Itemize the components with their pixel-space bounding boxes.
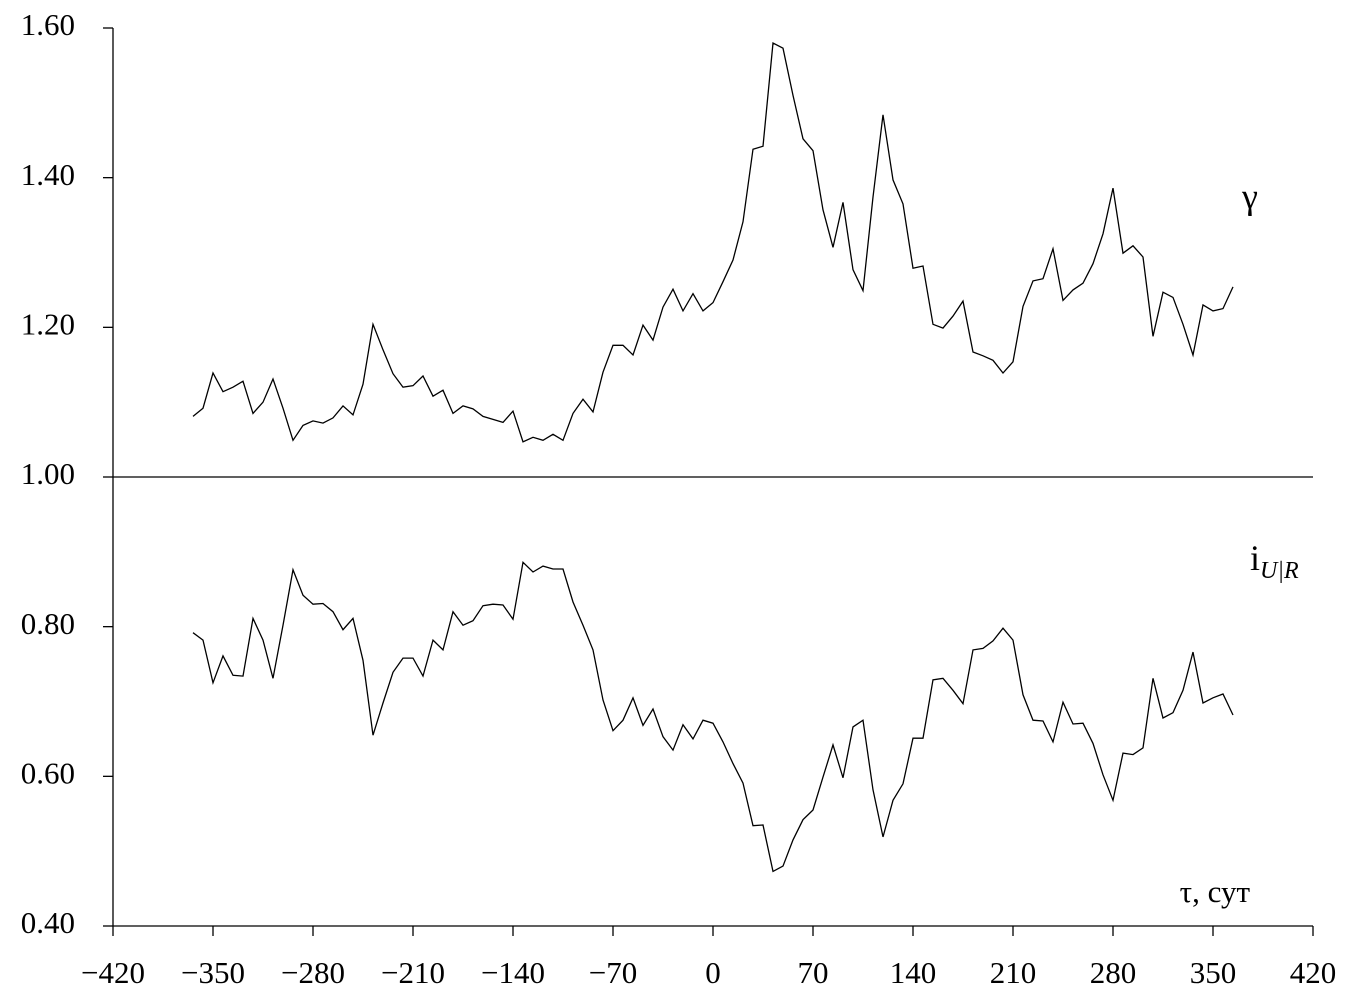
x-tick-label: 350 xyxy=(1190,955,1237,990)
x-tick-label: −70 xyxy=(589,955,637,990)
x-tick-label: −140 xyxy=(481,955,545,990)
y-tick-label: 0.60 xyxy=(21,755,75,790)
y-tick-label: 1.40 xyxy=(21,157,75,192)
x-tick-label: 70 xyxy=(798,955,829,990)
y-tick-label: 1.60 xyxy=(21,7,75,42)
series-label-sub: U|R xyxy=(1260,558,1299,584)
x-axis-label: τ, сут xyxy=(1180,874,1251,909)
y-tick-label: 0.80 xyxy=(21,606,75,641)
series-label: γ xyxy=(1241,176,1258,216)
series-line xyxy=(192,560,1234,873)
x-tick-label: 280 xyxy=(1090,955,1137,990)
series-label: iU|R xyxy=(1250,538,1299,583)
x-tick-label: 420 xyxy=(1290,955,1337,990)
y-tick-label: 1.00 xyxy=(21,456,75,491)
series-line xyxy=(192,41,1234,443)
x-tick-label: −350 xyxy=(181,955,245,990)
x-tick-label: 140 xyxy=(890,955,937,990)
y-tick-label: 1.20 xyxy=(21,306,75,341)
x-tick-label: −280 xyxy=(281,955,345,990)
y-tick-label: 0.40 xyxy=(21,905,75,940)
x-tick-label: 210 xyxy=(990,955,1037,990)
x-tick-label: −210 xyxy=(381,955,445,990)
x-tick-label: 0 xyxy=(705,955,721,990)
series-label-main: i xyxy=(1250,538,1260,578)
x-tick-label: −420 xyxy=(81,955,145,990)
